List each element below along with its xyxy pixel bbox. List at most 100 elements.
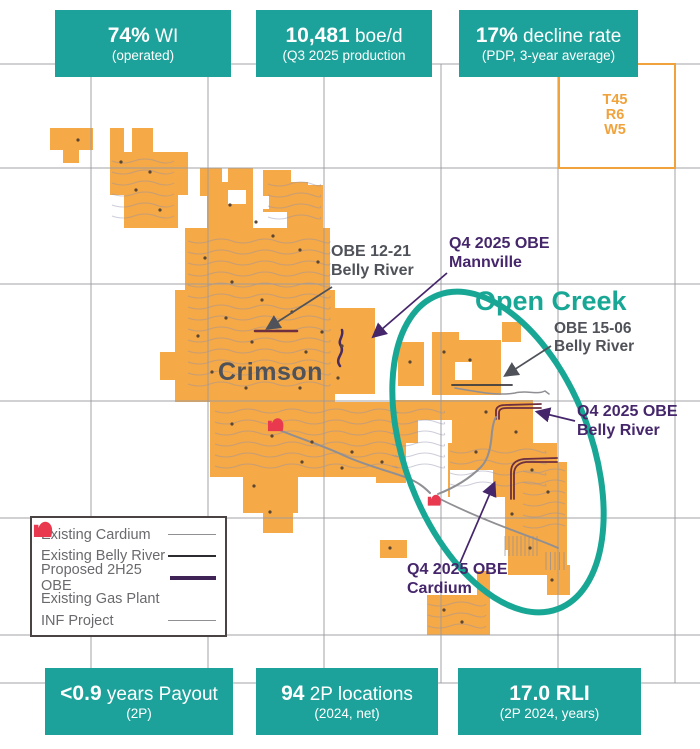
well-dot <box>340 466 344 470</box>
legend-label: INF Project <box>41 612 114 629</box>
land-notch <box>228 190 246 204</box>
well-path <box>513 461 558 500</box>
legend-label: Existing Cardium <box>41 526 151 543</box>
annotation-line: Cardium <box>407 579 472 597</box>
well-dot <box>224 316 228 320</box>
well-dot <box>484 410 488 414</box>
legend-row: INF Project <box>41 610 216 631</box>
well-dot <box>271 234 275 238</box>
land-parcel <box>398 342 424 386</box>
legend-row: Existing Gas Plant <box>33 521 216 610</box>
well-dot <box>340 344 344 348</box>
annotation-line: Q4 2025 OBE <box>577 403 678 420</box>
township-line: T45 <box>602 92 628 108</box>
annotation-line: Mannville <box>449 253 522 271</box>
stat-subtitle: (2P 2024, years) <box>499 706 600 722</box>
contour-line <box>267 214 322 220</box>
well-dot <box>320 330 324 334</box>
well-dot <box>474 450 478 454</box>
land-parcel <box>50 128 93 150</box>
contour-line <box>187 271 331 277</box>
contour-line <box>522 512 566 518</box>
contour-line <box>111 180 175 186</box>
stat-value: 94 2P locations <box>281 681 413 705</box>
annotation-arrow <box>459 480 497 564</box>
well-dot <box>230 422 234 426</box>
well-dot <box>304 350 308 354</box>
contour-line <box>187 359 331 365</box>
well-dot <box>203 256 207 260</box>
stat-production: 10,481 boe/d (Q3 2025 production <box>256 10 432 77</box>
annotation-obe-15-06: OBE 15-06 Belly River <box>554 320 634 357</box>
stat-subtitle: (Q3 2025 production <box>282 48 406 64</box>
land-parcel <box>175 290 335 402</box>
legend-label: Existing Gas Plant <box>41 591 160 607</box>
land-parcel <box>160 352 176 380</box>
gas-plant-icon <box>427 494 441 506</box>
well-dot <box>196 334 200 338</box>
legend-row: Existing Cardium <box>41 524 216 545</box>
well-dot <box>350 450 354 454</box>
well-dot <box>442 350 446 354</box>
annotation-arrow <box>503 345 552 377</box>
map-legend: Existing Cardium Existing Belly River Pr… <box>30 516 227 637</box>
contour-line <box>427 623 487 629</box>
well-dot <box>298 248 302 252</box>
annotation-arrow <box>534 407 576 423</box>
well-dot <box>530 468 534 472</box>
contour-line <box>111 213 175 219</box>
annotation-q4-mannville: Q4 2025 OBE Mannville <box>449 235 550 273</box>
contour-line <box>267 181 322 187</box>
contour-line <box>111 169 175 175</box>
well-dot <box>148 170 152 174</box>
well-dot <box>316 260 320 264</box>
well-dot <box>260 298 264 302</box>
land-parcel <box>502 322 521 342</box>
well-dot <box>119 160 123 164</box>
land-parcel <box>148 195 178 228</box>
contour-line <box>522 479 566 485</box>
well-dot <box>310 440 314 444</box>
land-parcel <box>463 612 490 635</box>
contour-line <box>449 470 547 476</box>
well-dot <box>408 360 412 364</box>
annotation-line: Belly River <box>554 338 635 356</box>
well-dot <box>158 208 162 212</box>
well-dot <box>550 578 554 582</box>
well-dot <box>380 460 384 464</box>
pipeline <box>271 426 431 494</box>
contour-line <box>214 441 399 447</box>
contour-line <box>391 419 446 425</box>
stat-subtitle: (PDP, 3-year average) <box>481 48 616 64</box>
contour-line <box>427 612 487 618</box>
well-dot <box>210 370 214 374</box>
contour-line <box>187 348 331 354</box>
well-dot <box>336 376 340 380</box>
well-dot <box>76 138 80 142</box>
land-parcel <box>63 150 79 163</box>
stat-rli: 17.0 RLI (2P 2024, years) <box>458 668 641 735</box>
contour-line <box>187 326 331 332</box>
area-label-open-creek: Open Creek <box>475 286 627 316</box>
township-line: R6 <box>605 107 625 123</box>
contour-line <box>187 381 331 387</box>
annotation-line: Belly River <box>331 261 414 279</box>
contour-line <box>449 448 547 454</box>
contour-line <box>187 249 331 255</box>
well-dot <box>546 490 550 494</box>
pipeline <box>454 387 550 395</box>
stat-subtitle: (2024, net) <box>314 706 380 722</box>
stat-2p-locations: 94 2P locations (2024, net) <box>256 668 438 735</box>
legend-row: Existing Belly River <box>41 546 216 567</box>
annotation-line: Q4 2025 OBE <box>407 561 508 578</box>
contour-line <box>187 238 331 244</box>
annotation-line: OBE 12-21 <box>331 243 412 260</box>
well-dot <box>300 460 304 464</box>
contour-line <box>267 203 322 209</box>
open-creek-ellipse <box>389 288 607 616</box>
contour-line <box>522 523 566 529</box>
contour-line <box>214 452 399 458</box>
contour-line <box>214 430 399 436</box>
cardium-line-swatch <box>168 534 216 535</box>
